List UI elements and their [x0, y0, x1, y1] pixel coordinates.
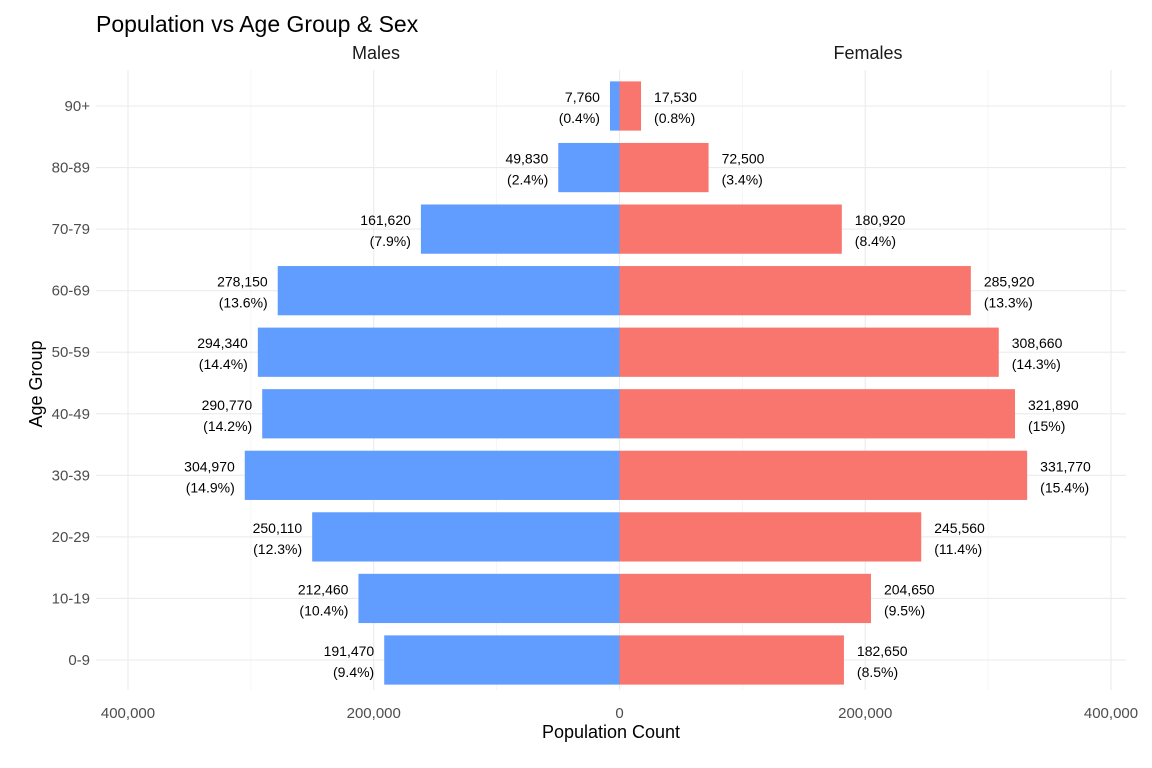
x-tick-label: 400,000	[1084, 705, 1138, 722]
facet-label-males: Males	[352, 43, 400, 63]
x-tick-label: 400,000	[101, 705, 155, 722]
data-label-count-males-90+: 7,760	[565, 89, 600, 105]
bar-females-80-89	[619, 142, 709, 193]
data-label-layer: 191,470 (9.4%) 182,650 (8.5%) 212,460 (10.4%)…	[184, 89, 1091, 680]
y-tick-label-90+: 90+	[65, 98, 91, 115]
bar-males-80-89	[558, 142, 620, 193]
data-label-pct-males-60-69: (13.6%)	[219, 295, 268, 311]
data-label-pct-males-20-29: (12.3%)	[253, 541, 302, 557]
x-tick-label: 200,000	[347, 705, 401, 722]
bar-males-60-69	[277, 266, 620, 316]
y-tick-label-70-79: 70-79	[52, 221, 90, 238]
bar-layer	[244, 81, 1028, 685]
data-label-pct-males-10-19: (10.4%)	[299, 602, 348, 618]
x-tick-label: 0	[615, 705, 623, 722]
y-tick-label-60-69: 60-69	[52, 283, 90, 300]
data-label-pct-females-0-9: (8.5%)	[857, 664, 898, 680]
data-label-pct-females-30-39: (15.4%)	[1040, 479, 1089, 495]
data-label-pct-females-20-29: (11.4%)	[934, 541, 982, 557]
y-tick-label-20-29: 20-29	[52, 529, 90, 546]
data-label-count-males-50-59: 294,340	[197, 335, 248, 351]
bar-males-40-49	[262, 389, 620, 439]
bar-females-10-19	[619, 573, 871, 624]
data-label-count-females-40-49: 321,890	[1028, 397, 1079, 413]
data-label-count-females-60-69: 285,920	[984, 274, 1035, 290]
bar-females-70-79	[619, 204, 842, 254]
data-label-pct-females-80-89: (3.4%)	[722, 172, 763, 188]
x-tick-label: 200,000	[838, 705, 892, 722]
data-label-count-females-10-19: 204,650	[884, 581, 935, 597]
y-tick-label-50-59: 50-59	[52, 344, 90, 361]
data-label-pct-males-80-89: (2.4%)	[507, 172, 548, 188]
data-label-pct-males-30-39: (14.9%)	[186, 479, 235, 495]
data-label-pct-males-70-79: (7.9%)	[370, 233, 411, 249]
data-label-count-females-90+: 17,530	[654, 89, 697, 105]
data-label-count-females-80-89: 72,500	[722, 151, 765, 167]
bar-females-90+	[619, 81, 642, 131]
bar-males-50-59	[257, 327, 620, 377]
data-label-pct-males-40-49: (14.2%)	[203, 418, 252, 434]
data-label-count-males-30-39: 304,970	[184, 458, 235, 474]
data-label-count-males-70-79: 161,620	[360, 212, 411, 228]
y-tick-label-10-19: 10-19	[52, 590, 90, 607]
y-tick-label-30-39: 30-39	[52, 467, 90, 484]
bar-males-0-9	[384, 635, 620, 685]
data-label-pct-females-40-49: (15%)	[1028, 418, 1065, 434]
data-label-pct-males-0-9: (9.4%)	[333, 664, 374, 680]
data-label-pct-males-90+: (0.4%)	[559, 110, 600, 126]
data-label-count-females-0-9: 182,650	[857, 643, 908, 659]
bar-males-90+	[609, 81, 620, 131]
data-label-count-males-40-49: 290,770	[202, 397, 253, 413]
bar-females-30-39	[619, 450, 1028, 500]
data-label-count-males-0-9: 191,470	[324, 643, 375, 659]
x-axis-title: Population Count	[542, 722, 680, 742]
bar-males-30-39	[244, 450, 620, 500]
data-label-count-females-20-29: 245,560	[934, 520, 985, 536]
bar-females-40-49	[619, 389, 1016, 439]
data-label-count-females-70-79: 180,920	[855, 212, 906, 228]
bar-females-50-59	[619, 327, 999, 377]
data-label-count-females-50-59: 308,660	[1012, 335, 1063, 351]
data-label-pct-females-60-69: (13.3%)	[984, 295, 1033, 311]
bar-females-20-29	[619, 512, 922, 562]
bar-males-70-79	[420, 204, 620, 254]
y-tick-label-0-9: 0-9	[68, 652, 90, 669]
data-label-pct-females-70-79: (8.4%)	[855, 233, 896, 249]
data-label-count-females-30-39: 331,770	[1040, 458, 1091, 474]
data-label-count-males-60-69: 278,150	[217, 274, 268, 290]
y-tick-label-40-49: 40-49	[52, 406, 90, 423]
data-label-pct-females-10-19: (9.5%)	[884, 602, 925, 618]
facet-label-females: Females	[833, 43, 902, 63]
bar-males-20-29	[312, 512, 620, 562]
data-label-count-males-10-19: 212,460	[298, 581, 349, 597]
y-axis-title: Age Group	[26, 340, 46, 427]
data-label-pct-males-50-59: (14.4%)	[199, 356, 248, 372]
bar-females-60-69	[619, 266, 971, 316]
chart-title: Population vs Age Group & Sex	[96, 11, 419, 37]
bar-males-10-19	[358, 573, 620, 624]
axis-layer: 0-9 10-19 20-29 30-39 40-49 50-59 60-69 70-79 80…	[52, 98, 1138, 722]
bar-females-0-9	[619, 635, 844, 685]
data-label-pct-females-90+: (0.8%)	[654, 110, 695, 126]
data-label-count-males-80-89: 49,830	[505, 151, 548, 167]
y-tick-label-80-89: 80-89	[52, 160, 90, 177]
data-label-pct-females-50-59: (14.3%)	[1012, 356, 1061, 372]
data-label-count-males-20-29: 250,110	[253, 520, 303, 536]
